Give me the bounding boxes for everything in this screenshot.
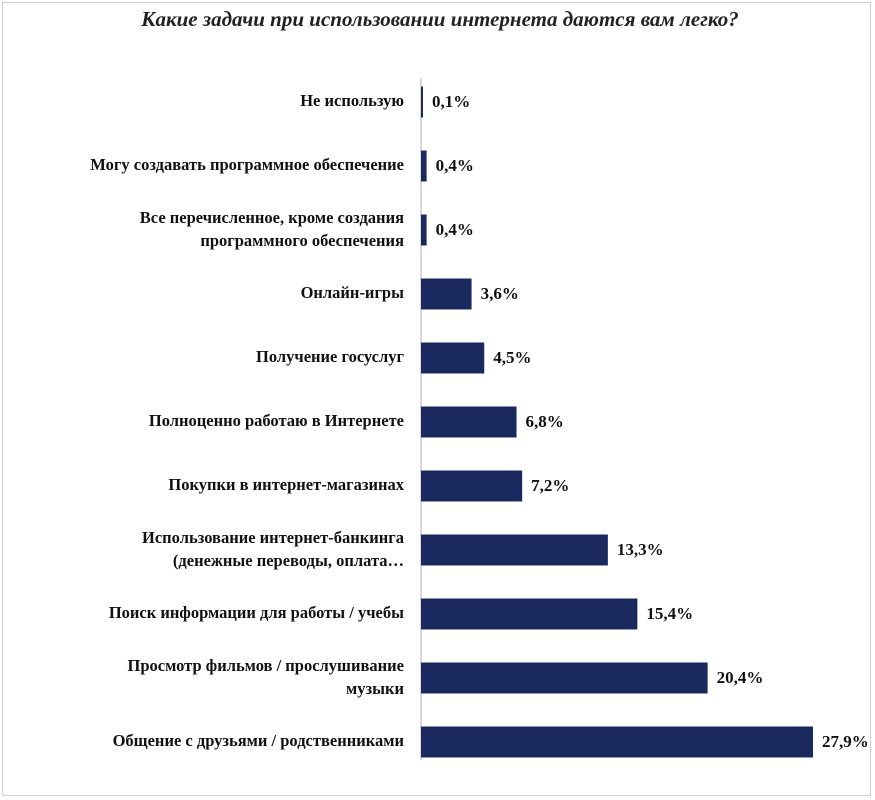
- data-label: 15,4%: [646, 604, 693, 623]
- bar: [421, 662, 708, 694]
- bar: [421, 86, 423, 118]
- category-label: Поиск информации для работы / учебы: [109, 603, 404, 622]
- data-label: 6,8%: [526, 412, 564, 431]
- bar: [421, 406, 517, 438]
- data-label: 20,4%: [717, 668, 764, 687]
- category-label: Использование интернет-банкинга: [142, 528, 404, 547]
- category-label: Онлайн-игры: [301, 283, 405, 302]
- bar: [421, 214, 427, 246]
- bar: [421, 598, 638, 630]
- bar: [421, 534, 608, 566]
- category-label: Общение с друзьями / родственниками: [113, 731, 405, 750]
- bar: [421, 470, 523, 502]
- data-label: 7,2%: [531, 476, 569, 495]
- data-label: 0,1%: [432, 92, 470, 111]
- category-label: Не использую: [300, 91, 404, 110]
- category-label: Получение госуслуг: [256, 347, 404, 366]
- category-label: Все перечисленное, кроме создания: [140, 208, 404, 227]
- bar: [421, 726, 813, 758]
- data-label: 3,6%: [481, 284, 519, 303]
- category-label: Покупки в интернет-магазинах: [168, 475, 404, 494]
- data-label: 13,3%: [617, 540, 664, 559]
- data-label: 27,9%: [822, 732, 869, 751]
- category-label: музыки: [346, 679, 405, 698]
- category-label: Просмотр фильмов / прослушивание: [128, 656, 404, 675]
- bar: [421, 150, 427, 182]
- data-label: 0,4%: [436, 156, 474, 175]
- category-label: Могу создавать программное обеспечение: [90, 155, 404, 174]
- data-label: 0,4%: [436, 220, 474, 239]
- category-label: (денежные переводы, оплата…: [173, 551, 404, 570]
- bar: [421, 278, 472, 310]
- chart-title: Какие задачи при использовании интернета…: [141, 7, 739, 31]
- bar: [421, 342, 485, 374]
- category-label: Полноценно работаю в Интернете: [149, 411, 404, 430]
- category-label: программного обеспечения: [200, 231, 404, 250]
- data-label: 4,5%: [493, 348, 531, 367]
